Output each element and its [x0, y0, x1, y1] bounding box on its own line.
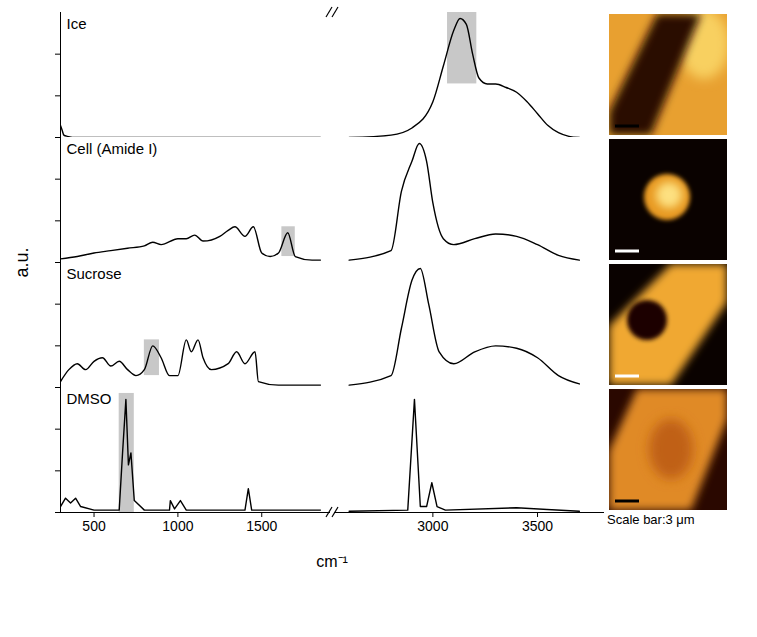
html-text:cm⁻¹: cm⁻¹ — [316, 553, 348, 570]
svg-text:3500: 3500 — [522, 518, 553, 534]
svg-text:Sucrose: Sucrose — [67, 265, 122, 282]
svg-text:Cell (Amide I): Cell (Amide I) — [67, 140, 158, 157]
svg-text:Ice: Ice — [67, 15, 87, 32]
svg-text:1500: 1500 — [246, 518, 277, 534]
svg-text:3000: 3000 — [417, 518, 448, 534]
html-text:Scale bar:3 μm: Scale bar:3 μm — [607, 512, 695, 527]
svg-text:DMSO: DMSO — [67, 390, 112, 407]
svg-text:1000: 1000 — [162, 518, 193, 534]
svg-text:500: 500 — [82, 518, 106, 534]
html-text:a.u.: a.u. — [11, 247, 32, 278]
